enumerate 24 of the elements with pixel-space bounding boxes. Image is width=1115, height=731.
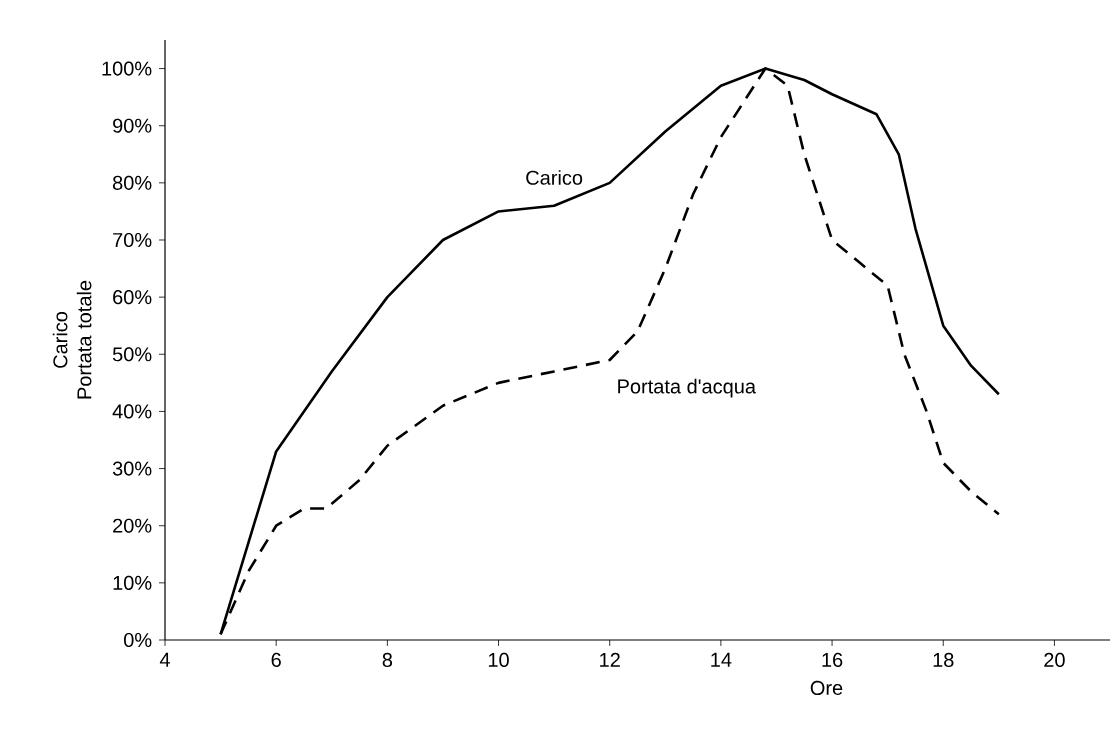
y-tick-label: 60%	[113, 290, 152, 305]
y-tick-label: 80%	[112, 175, 152, 190]
x-tick-label: 16	[822, 652, 843, 668]
x-tick-label: 10	[488, 652, 509, 668]
x-tick-label: 12	[600, 652, 620, 667]
series-label: Portata d'acqua	[618, 378, 757, 398]
y-tick-label: 40%	[112, 404, 152, 419]
y-tick-label: 50%	[112, 347, 152, 362]
y-tick-label: 90%	[113, 118, 152, 133]
x-tick-label: 8	[382, 652, 393, 668]
y-tick-label: 100%	[102, 61, 152, 76]
x-tick-label: 20	[1044, 652, 1065, 668]
x-tick-label: 6	[271, 652, 281, 668]
y-tick-label: 20%	[113, 518, 152, 533]
y-tick-label: 0%	[124, 632, 152, 648]
y-axis-title: Carico Portata totale	[52, 280, 92, 399]
y-tick-label: 10%	[113, 575, 152, 590]
y-tick-label: 30%	[112, 461, 152, 476]
x-tick-label: 18	[933, 652, 954, 668]
series-label: Carico	[526, 170, 583, 185]
y-tick-label: 70%	[113, 232, 152, 248]
x-tick-label: 4	[159, 652, 170, 667]
x-axis-title: Ore	[810, 680, 843, 696]
x-tick-label: 14	[711, 652, 732, 667]
